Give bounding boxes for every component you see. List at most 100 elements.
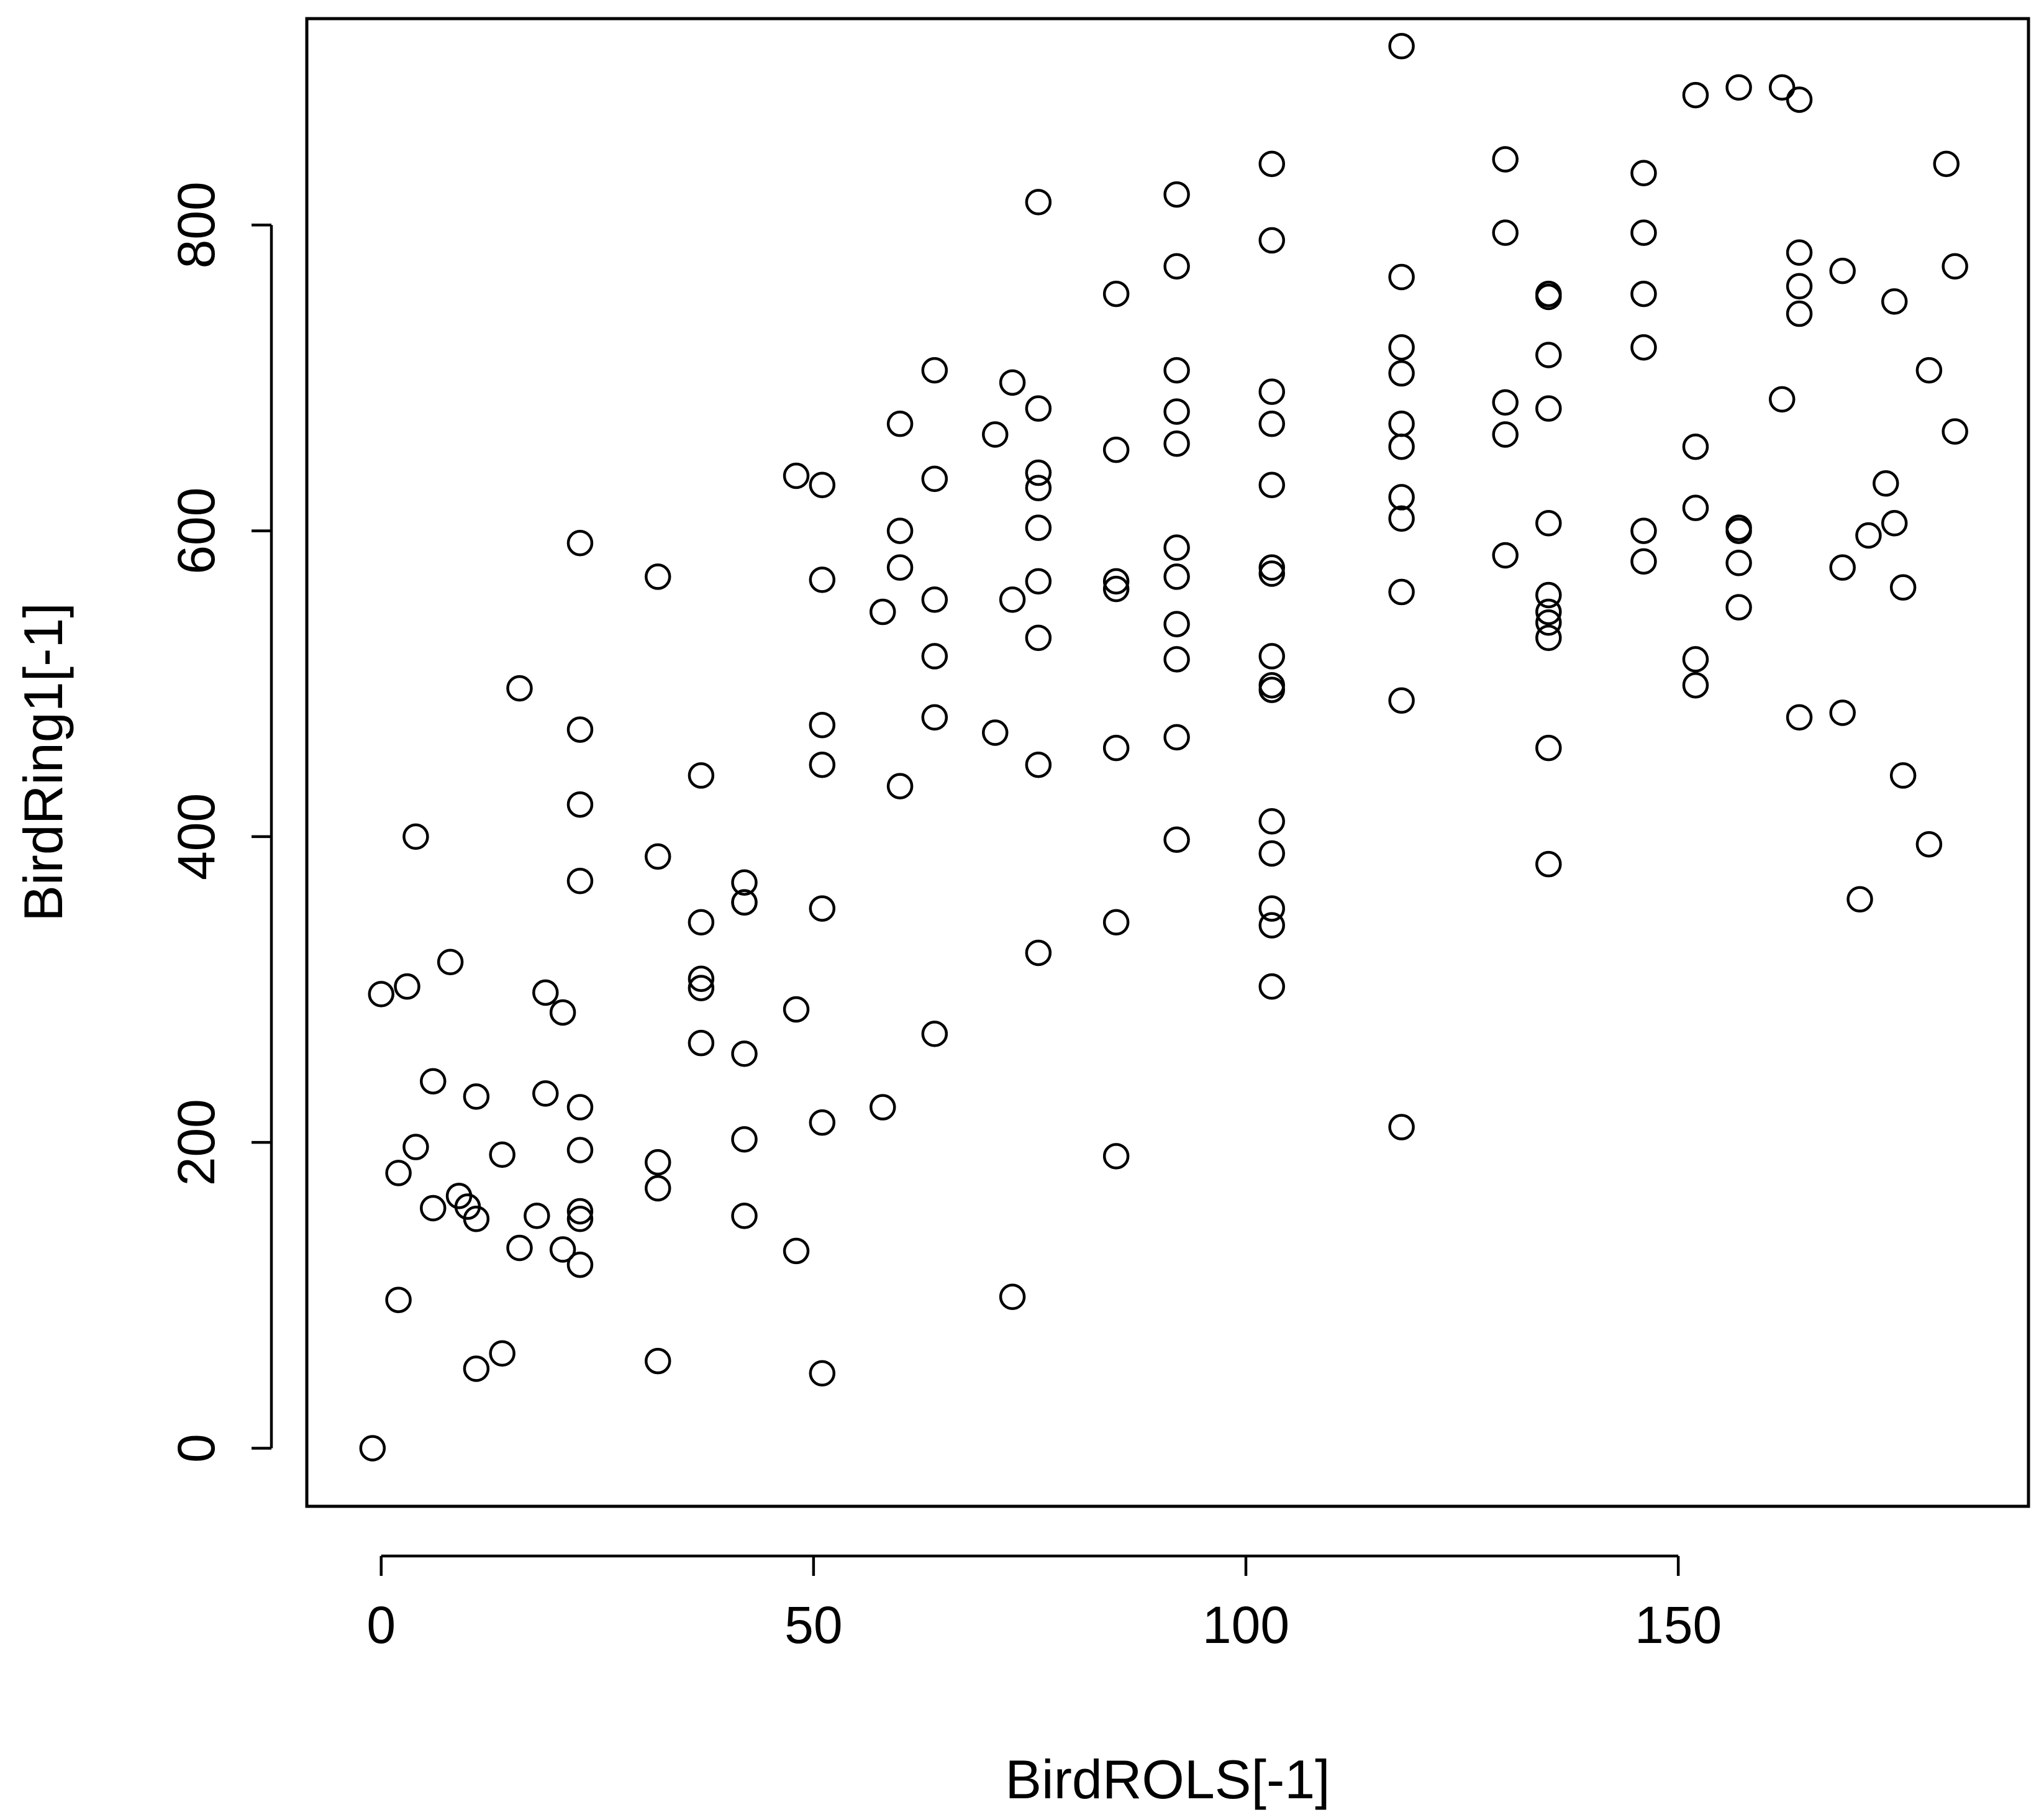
data-point bbox=[1258, 378, 1286, 405]
data-point bbox=[1025, 568, 1052, 595]
x-tick-label: 0 bbox=[366, 1596, 396, 1654]
data-point bbox=[1388, 578, 1415, 606]
data-point bbox=[688, 965, 715, 993]
data-point bbox=[549, 1236, 576, 1263]
data-point bbox=[1258, 554, 1286, 581]
data-point bbox=[1102, 280, 1130, 307]
data-point bbox=[402, 823, 429, 850]
x-tick-label: 150 bbox=[1635, 1596, 1722, 1654]
data-point bbox=[688, 1029, 715, 1057]
x-tick-label: 100 bbox=[1202, 1596, 1289, 1654]
y-axis-title: BirdRing1[-1] bbox=[12, 603, 74, 922]
data-point bbox=[809, 1109, 836, 1136]
data-point bbox=[1535, 283, 1562, 311]
data-point bbox=[981, 719, 1009, 746]
data-point bbox=[1258, 227, 1286, 254]
data-point bbox=[1388, 33, 1415, 60]
data-point bbox=[1388, 484, 1415, 511]
data-point bbox=[869, 598, 896, 626]
data-point bbox=[999, 1283, 1026, 1311]
data-point bbox=[886, 773, 914, 799]
plot-area-frame bbox=[305, 17, 2030, 1508]
data-point bbox=[1942, 253, 1968, 280]
x-axis-title: BirdROLS[-1] bbox=[1005, 1749, 1330, 1810]
data-point bbox=[385, 1160, 412, 1186]
data-point bbox=[1258, 895, 1286, 922]
data-point bbox=[1258, 676, 1286, 703]
data-point bbox=[1535, 342, 1562, 368]
data-point bbox=[1873, 470, 1899, 497]
data-point bbox=[1025, 459, 1052, 486]
data-point bbox=[1682, 646, 1709, 673]
data-point bbox=[566, 1198, 594, 1225]
data-point bbox=[688, 975, 715, 1001]
data-point bbox=[1025, 189, 1052, 216]
data-point bbox=[1102, 568, 1130, 595]
data-point bbox=[1102, 734, 1130, 762]
data-point bbox=[1535, 395, 1562, 422]
data-point bbox=[566, 1094, 594, 1121]
data-point bbox=[1163, 398, 1190, 425]
data-point bbox=[1025, 939, 1052, 967]
data-point bbox=[886, 517, 914, 544]
data-point bbox=[1725, 517, 1752, 544]
data-point bbox=[731, 1126, 758, 1153]
data-point bbox=[1881, 288, 1908, 315]
data-point bbox=[809, 1360, 836, 1387]
data-point bbox=[645, 1175, 671, 1202]
x-tick-label: 50 bbox=[784, 1596, 842, 1654]
data-point bbox=[1258, 643, 1286, 670]
data-point bbox=[1535, 624, 1562, 652]
data-point bbox=[1889, 574, 1917, 601]
data-point bbox=[921, 465, 948, 493]
data-point bbox=[1258, 471, 1286, 498]
data-point bbox=[809, 751, 836, 778]
data-point bbox=[731, 1040, 758, 1067]
data-point bbox=[1682, 494, 1709, 521]
data-point bbox=[1725, 594, 1752, 621]
data-point bbox=[1163, 181, 1190, 208]
data-point bbox=[783, 462, 810, 489]
data-point bbox=[1163, 724, 1190, 751]
data-point bbox=[566, 791, 594, 818]
data-point bbox=[1829, 257, 1856, 284]
data-point bbox=[566, 1205, 594, 1232]
data-point bbox=[402, 1134, 429, 1160]
data-point bbox=[1258, 973, 1286, 1000]
data-point bbox=[921, 643, 948, 670]
data-point bbox=[1388, 263, 1415, 291]
data-point bbox=[809, 711, 836, 739]
data-point bbox=[1258, 150, 1286, 178]
data-point bbox=[1535, 510, 1562, 537]
data-point bbox=[1025, 624, 1052, 652]
data-point bbox=[1163, 430, 1190, 457]
data-point bbox=[1102, 575, 1130, 603]
data-point bbox=[532, 1080, 559, 1107]
data-point bbox=[524, 1203, 550, 1229]
data-point bbox=[645, 1347, 671, 1375]
data-point bbox=[1630, 280, 1657, 307]
data-point bbox=[809, 895, 836, 922]
data-point bbox=[1630, 517, 1657, 544]
data-point bbox=[1889, 762, 1917, 789]
data-point bbox=[1535, 598, 1562, 626]
data-point bbox=[1258, 840, 1286, 867]
data-point bbox=[1163, 563, 1190, 590]
data-point bbox=[1786, 704, 1813, 731]
data-point bbox=[506, 1234, 533, 1262]
data-point bbox=[731, 889, 758, 916]
data-point bbox=[1786, 86, 1813, 113]
data-point bbox=[783, 996, 810, 1023]
data-point bbox=[463, 1355, 490, 1382]
data-point bbox=[1682, 433, 1709, 460]
data-point bbox=[1829, 554, 1856, 581]
data-point bbox=[1786, 273, 1813, 300]
data-point bbox=[420, 1194, 447, 1222]
data-point bbox=[506, 675, 533, 702]
y-tick-label: 400 bbox=[167, 793, 225, 880]
data-point bbox=[1630, 548, 1657, 575]
x-axis: 0 50 100 150 bbox=[366, 1554, 1722, 1654]
data-point bbox=[1492, 421, 1519, 448]
data-point bbox=[921, 357, 948, 384]
